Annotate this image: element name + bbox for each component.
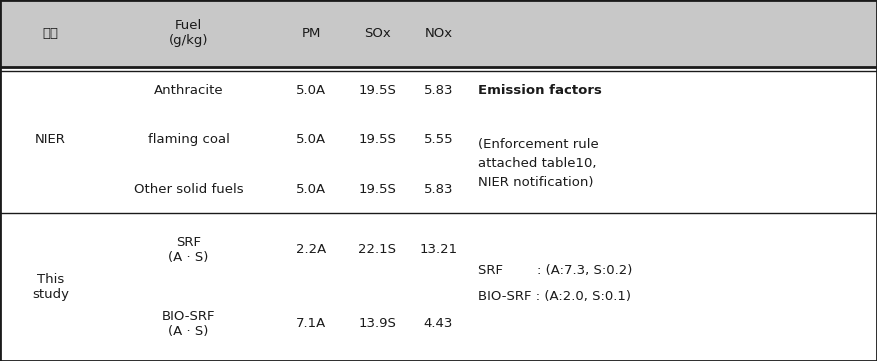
Text: (Enforcement rule: (Enforcement rule [478,138,599,151]
Text: 7.1A: 7.1A [296,317,326,331]
Text: 19.5S: 19.5S [358,84,396,97]
Text: 13.21: 13.21 [419,243,458,257]
Text: NOx: NOx [424,27,453,40]
Text: 5.83: 5.83 [424,183,453,196]
Text: NIER notification): NIER notification) [478,175,594,189]
Text: BIO-SRF : (A:2.0, S:0.1): BIO-SRF : (A:2.0, S:0.1) [478,290,631,303]
Text: This
study: This study [32,273,69,301]
Text: 5.0A: 5.0A [296,133,326,147]
Text: Emission factors: Emission factors [478,84,602,97]
Bar [0,0,877,67]
Text: 5.55: 5.55 [424,133,453,147]
Text: 4.43: 4.43 [424,317,453,331]
Text: 5.0A: 5.0A [296,183,326,196]
Text: NIER: NIER [35,133,66,147]
Text: Fuel
(g/kg): Fuel (g/kg) [168,19,209,47]
Text: attached table10,: attached table10, [478,157,596,170]
Text: 5.0A: 5.0A [296,84,326,97]
Text: SOx: SOx [364,27,390,40]
Text: 19.5S: 19.5S [358,133,396,147]
Text: 2.2A: 2.2A [296,243,326,257]
Text: SRF
(A · S): SRF (A · S) [168,236,209,264]
Text: 5.83: 5.83 [424,84,453,97]
Text: flaming coal: flaming coal [147,133,230,147]
Text: 구분: 구분 [42,27,59,40]
Text: BIO-SRF
(A · S): BIO-SRF (A · S) [161,310,216,338]
Text: SRF        : (A:7.3, S:0.2): SRF : (A:7.3, S:0.2) [478,264,632,277]
Text: Anthracite: Anthracite [153,84,224,97]
Text: 13.9S: 13.9S [358,317,396,331]
Text: 19.5S: 19.5S [358,183,396,196]
Text: 22.1S: 22.1S [358,243,396,257]
Text: Other solid fuels: Other solid fuels [133,183,243,196]
Text: PM: PM [302,27,321,40]
